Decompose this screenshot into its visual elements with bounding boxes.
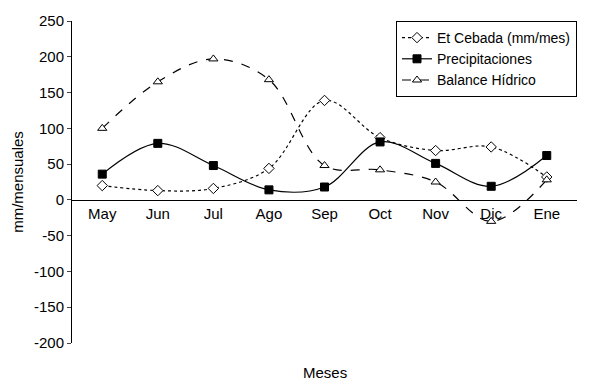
svg-text:May: May xyxy=(88,205,117,222)
svg-text:Jun: Jun xyxy=(146,205,170,222)
svg-text:-150: -150 xyxy=(34,298,64,315)
svg-text:Dic: Dic xyxy=(480,205,502,222)
svg-text:Oct: Oct xyxy=(368,205,392,222)
svg-text:-100: -100 xyxy=(34,263,64,280)
svg-text:Meses: Meses xyxy=(303,364,347,381)
svg-text:Et Cebada (mm/mes): Et Cebada (mm/mes) xyxy=(437,30,570,46)
svg-text:mm/mensuales: mm/mensuales xyxy=(9,131,26,233)
svg-text:250: 250 xyxy=(39,12,64,29)
svg-text:Nov: Nov xyxy=(422,205,449,222)
svg-text:-200: -200 xyxy=(34,334,64,351)
svg-text:50: 50 xyxy=(47,155,64,172)
svg-text:-50: -50 xyxy=(42,227,64,244)
svg-text:Sep: Sep xyxy=(311,205,338,222)
svg-text:Balance Hídrico: Balance Hídrico xyxy=(437,72,536,88)
svg-text:Jul: Jul xyxy=(204,205,223,222)
svg-text:100: 100 xyxy=(39,120,64,137)
svg-text:200: 200 xyxy=(39,48,64,65)
svg-text:Ago: Ago xyxy=(256,205,283,222)
svg-text:Precipitaciones: Precipitaciones xyxy=(437,51,532,67)
svg-text:Ene: Ene xyxy=(533,205,560,222)
svg-text:0: 0 xyxy=(56,191,64,208)
svg-text:150: 150 xyxy=(39,84,64,101)
